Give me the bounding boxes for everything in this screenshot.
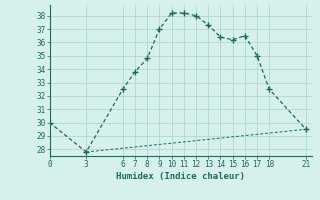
X-axis label: Humidex (Indice chaleur): Humidex (Indice chaleur) [116, 172, 245, 181]
